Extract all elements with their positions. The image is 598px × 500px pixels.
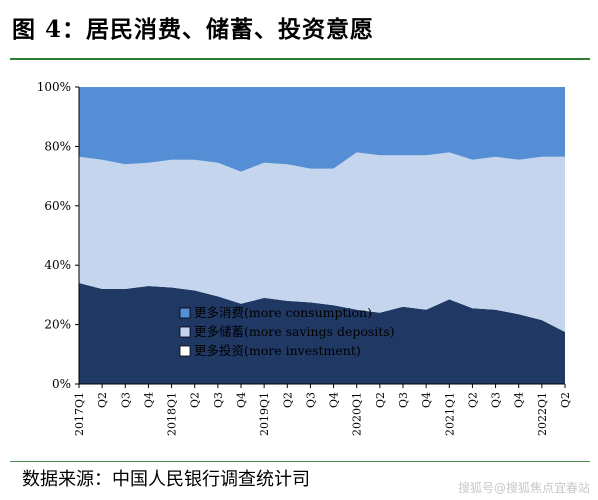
x-tick-label: Q3 [212, 392, 225, 408]
x-tick-label: 2020Q1 [351, 392, 364, 436]
x-tick-label: Q3 [490, 392, 503, 408]
legend-swatch-0 [179, 345, 191, 357]
stacked-area-chart: 0% 20% 40% 60% 80% 100% 2017Q1 Q2 Q3 Q4 2018Q1 Q2 Q… [37, 80, 572, 436]
x-tick-label: Q3 [397, 392, 410, 408]
figure-title: 图 4：居民消费、储蓄、投资意愿 [12, 16, 375, 43]
watermark: 搜狐号@搜狐焦点宜春站 [457, 481, 590, 495]
legend-swatch-1 [179, 326, 191, 338]
x-tick-label: 2021Q1 [443, 392, 456, 436]
legend-label-2: 更多消费(more consumption) [194, 305, 372, 320]
x-tick-label: 2017Q1 [73, 392, 86, 436]
x-tick-label: 2022Q1 [536, 392, 549, 436]
x-tick-label: Q2 [559, 392, 572, 408]
y-tick-label: 80% [44, 139, 71, 153]
x-tick-label: Q2 [374, 392, 387, 408]
x-tick-label: Q2 [96, 392, 109, 408]
legend: 更多消费(more consumption) 更多储蓄(more savings … [179, 305, 395, 358]
x-tick-label: Q4 [142, 392, 155, 408]
source-note: 数据来源：中国人民银行调查统计司 [22, 469, 310, 490]
area-series-0 [79, 283, 565, 384]
y-tick-label: 0% [52, 377, 71, 391]
x-tick-label: 2018Q1 [166, 392, 179, 436]
area-series-2 [79, 87, 565, 172]
source-divider [10, 461, 590, 462]
area-series-group [79, 87, 565, 384]
x-tick-label: Q4 [328, 392, 341, 408]
legend-swatch-2 [179, 307, 191, 319]
x-tick-label: Q3 [119, 392, 132, 408]
x-tick-label: Q4 [235, 392, 248, 408]
x-tick-label: Q2 [189, 392, 202, 408]
legend-label-0: 更多投资(more investment) [194, 343, 361, 358]
x-tick-label: Q2 [466, 392, 479, 408]
title-divider [10, 58, 590, 60]
y-tick-label: 60% [44, 199, 71, 213]
legend-label-1: 更多储蓄(more savings deposits) [194, 324, 395, 339]
area-series-1 [79, 152, 565, 333]
y-tick-label: 20% [44, 318, 71, 332]
x-tick-labels: 2017Q1 Q2 Q3 Q4 2018Q1 Q2 Q3 Q4 2019Q1 Q2 Q3 Q4 2020… [73, 384, 572, 436]
x-tick-label: Q2 [281, 392, 294, 408]
x-tick-label: Q4 [513, 392, 526, 408]
x-tick-label: 2019Q1 [258, 392, 271, 436]
x-tick-label: Q3 [304, 392, 317, 408]
x-tick-label: Q4 [420, 392, 433, 408]
y-tick-labels: 0% 20% 40% 60% 80% 100% [37, 80, 79, 391]
axes-group [78, 87, 565, 385]
y-tick-label: 100% [37, 80, 71, 94]
y-tick-label: 40% [44, 258, 71, 272]
